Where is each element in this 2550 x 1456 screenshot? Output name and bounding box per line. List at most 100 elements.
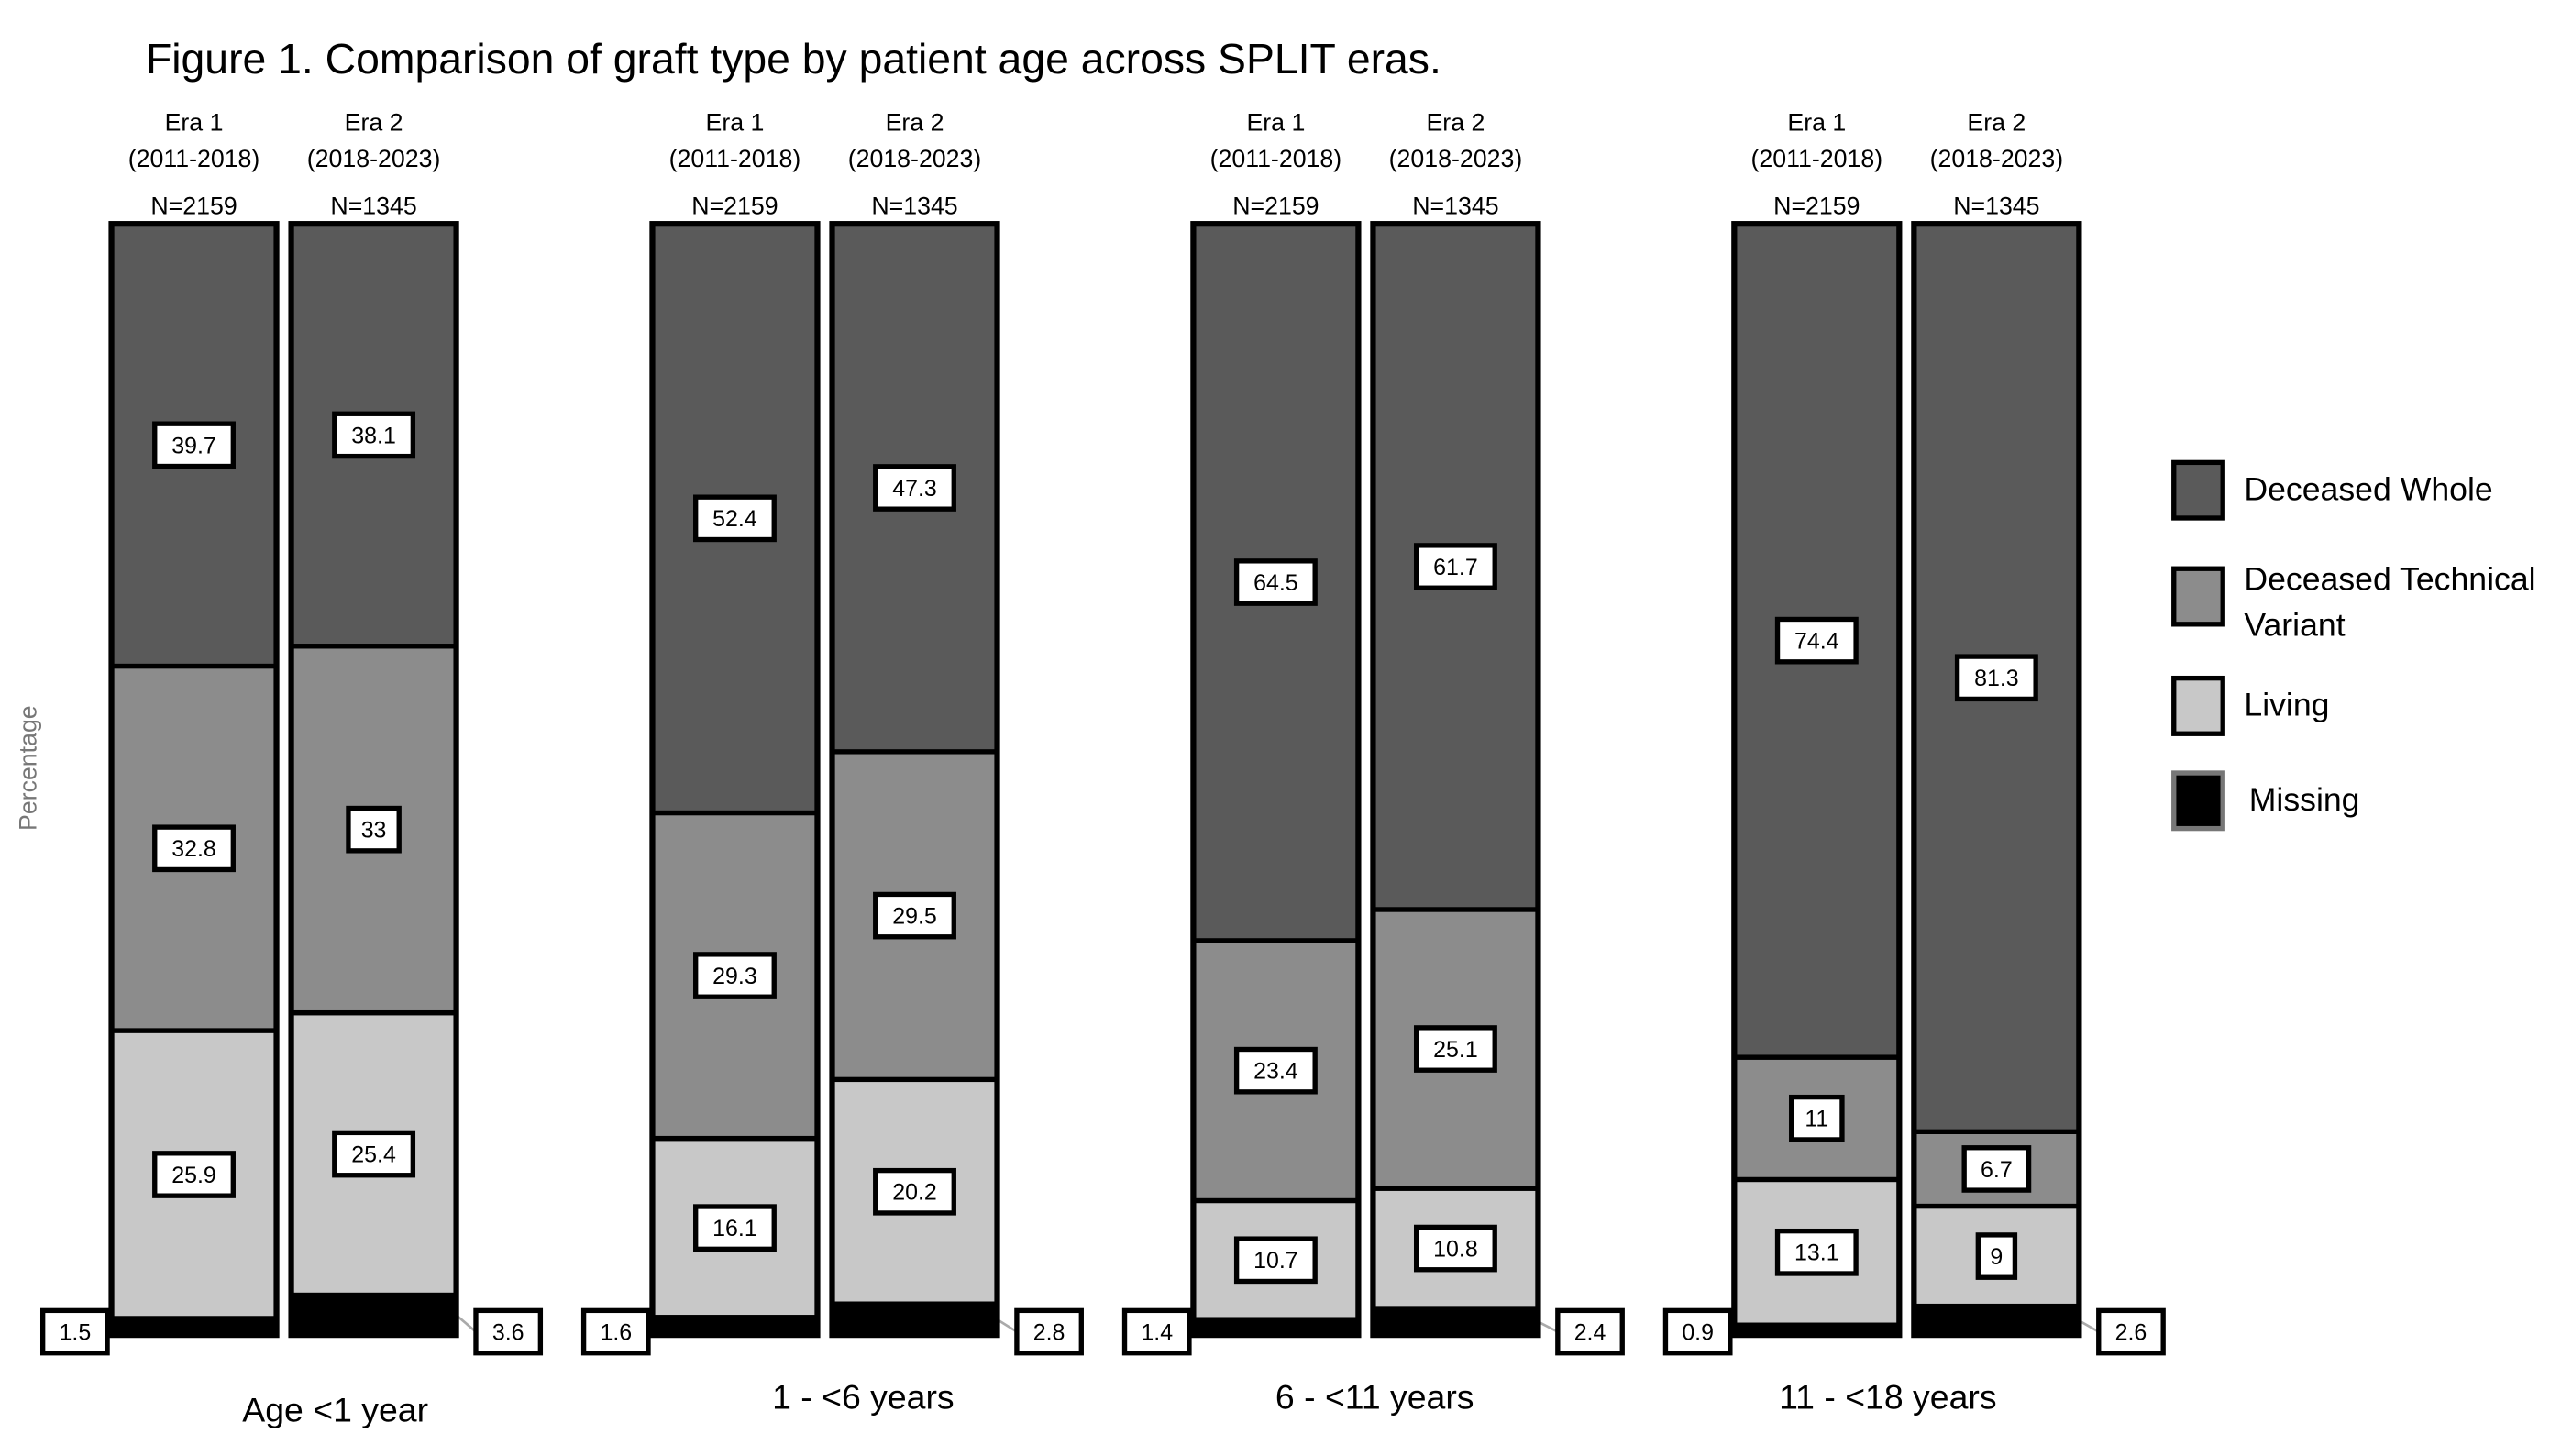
bar-years-label: (2018-2023) [1389, 145, 1523, 172]
bar-segment [111, 1318, 277, 1336]
data-label: 25.4 [351, 1142, 396, 1167]
data-label-box [1413, 543, 1497, 590]
data-label-box [1662, 1307, 1733, 1356]
data-label: 11 [1805, 1107, 1828, 1132]
legend-label: Living [2244, 687, 2329, 723]
data-label-box [473, 1307, 544, 1356]
bar-outline [1370, 221, 1541, 1339]
leader-line [1537, 1320, 1559, 1333]
bar-group: Era 1 (2011-2018) N=2159 0.9 13.1 11 74.4 Era 2… [1662, 109, 2166, 1416]
data-label-box [873, 891, 956, 940]
data-label-box [332, 411, 416, 459]
data-label-box [1961, 1145, 2032, 1193]
legend-label: Missing [2249, 781, 2360, 818]
data-label: 10.8 [1433, 1236, 1478, 1262]
data-label: 1.6 [600, 1319, 632, 1345]
data-label: 0.9 [1682, 1319, 1714, 1345]
data-label: 52.4 [712, 506, 757, 532]
data-label: 2.8 [1033, 1319, 1065, 1345]
data-label: 61.7 [1433, 555, 1478, 580]
data-label-box [152, 824, 236, 873]
data-label: 2.4 [1574, 1319, 1606, 1345]
bar-group: Era 1 (2011-2018) N=2159 1.4 10.7 23.4 64.5 Era… [1121, 109, 1625, 1416]
legend-label: Variant [2244, 606, 2345, 643]
data-label-box [873, 1167, 956, 1216]
legend: Deceased Whole Deceased Technical Variant L… [2171, 459, 2536, 832]
data-label-box [693, 494, 777, 543]
data-label: 64.5 [1253, 570, 1298, 596]
bar-era-label: Era 1 [1246, 109, 1305, 137]
bar-group: Era 1 (2011-2018) N=2159 1.5 25.9 32.8 39.7 Era… [39, 109, 544, 1429]
bar-outline [288, 221, 459, 1339]
data-label-box [1954, 654, 2038, 702]
bar-segment [1193, 1319, 1359, 1336]
bar-era-label: Era 2 [1967, 109, 2026, 137]
bar-n-label: N=1345 [871, 192, 957, 219]
leader-line [455, 1314, 477, 1333]
data-label-box [1555, 1307, 1625, 1356]
bar-years-label: (2011-2018) [1751, 145, 1883, 172]
bar-outline [1731, 221, 1903, 1339]
data-label-box [1233, 1236, 1318, 1285]
data-label: 23.4 [1253, 1059, 1298, 1085]
bar-n-label: N=1345 [1953, 192, 2039, 219]
data-label-box [1774, 616, 1859, 665]
data-label: 25.1 [1433, 1037, 1478, 1063]
data-label-box [346, 805, 402, 854]
data-label: 20.2 [892, 1180, 937, 1206]
bar-years-label: (2011-2018) [128, 145, 260, 172]
data-label: 1.5 [60, 1319, 92, 1345]
bar-segment [832, 1304, 998, 1336]
data-label: 3.6 [492, 1319, 524, 1345]
legend-swatch [2171, 566, 2225, 627]
data-label: 25.9 [171, 1163, 216, 1188]
group-label: 1 - <6 years [772, 1377, 955, 1416]
data-label-box [2096, 1307, 2166, 1356]
bar-n-label: N=2159 [1773, 192, 1860, 219]
bar-era-label: Era 2 [345, 109, 403, 137]
bar-segment [652, 1317, 818, 1336]
data-label: 29.3 [712, 964, 757, 989]
bar-years-label: (2018-2023) [307, 145, 441, 172]
data-label: 39.7 [171, 433, 216, 458]
group-label: Age <1 year [242, 1391, 428, 1429]
legend-label: Deceased Whole [2244, 470, 2492, 507]
data-label: 9 [1990, 1244, 2003, 1270]
data-label: 38.1 [351, 423, 396, 448]
data-label: 1.4 [1141, 1319, 1173, 1345]
data-label-box [1413, 1025, 1497, 1073]
group-label: 6 - <11 years [1275, 1377, 1474, 1416]
bar-outline [649, 221, 821, 1339]
legend-swatch [2171, 770, 2225, 832]
bar-years-label: (2018-2023) [1930, 145, 2064, 172]
bar-n-label: N=1345 [330, 192, 416, 219]
data-label-box [1413, 1224, 1497, 1273]
bar-outline [829, 221, 1000, 1339]
data-label: 29.5 [892, 904, 937, 930]
data-label: 81.3 [1974, 666, 2019, 691]
data-label: 2.6 [2115, 1319, 2147, 1345]
bar-segment [1734, 1325, 1900, 1336]
data-label: 33 [361, 818, 387, 844]
bar-years-label: (2011-2018) [1210, 145, 1342, 172]
data-label-box [332, 1130, 416, 1178]
bar-n-label: N=2159 [691, 192, 778, 219]
legend-swatch [2171, 675, 2225, 736]
bar-segment [291, 1295, 457, 1336]
data-label-box [1789, 1094, 1845, 1142]
bar-years-label: (2011-2018) [669, 145, 801, 172]
y-axis-label: Percentage [15, 705, 42, 831]
bars-layer: Era 1 (2011-2018) N=2159 1.5 25.9 32.8 39.7 Era… [39, 109, 2166, 1429]
data-label-box [1975, 1232, 2018, 1280]
group-label: 11 - <18 years [1779, 1377, 1996, 1416]
bar-era-label: Era 1 [1787, 109, 1846, 137]
data-label: 6.7 [1981, 1157, 2013, 1183]
data-label-box [152, 1151, 236, 1198]
data-label: 47.3 [892, 476, 937, 502]
data-label-box [580, 1307, 651, 1356]
data-label-box [1774, 1228, 1859, 1276]
bar-n-label: N=1345 [1412, 192, 1498, 219]
legend-label: Deceased Technical [2244, 560, 2535, 597]
bar-era-label: Era 2 [1427, 109, 1485, 137]
bar-n-label: N=2159 [150, 192, 237, 219]
